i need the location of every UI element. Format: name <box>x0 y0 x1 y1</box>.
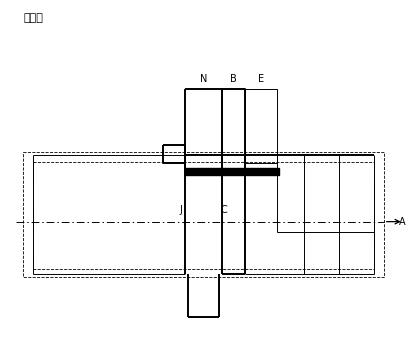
Text: B: B <box>230 74 236 84</box>
Text: N: N <box>200 74 207 84</box>
Polygon shape <box>185 168 279 175</box>
Text: C: C <box>220 205 227 215</box>
Text: J: J <box>180 205 183 215</box>
Text: E: E <box>258 74 264 84</box>
Text: A: A <box>399 217 405 227</box>
Text: 差し口: 差し口 <box>23 13 43 23</box>
